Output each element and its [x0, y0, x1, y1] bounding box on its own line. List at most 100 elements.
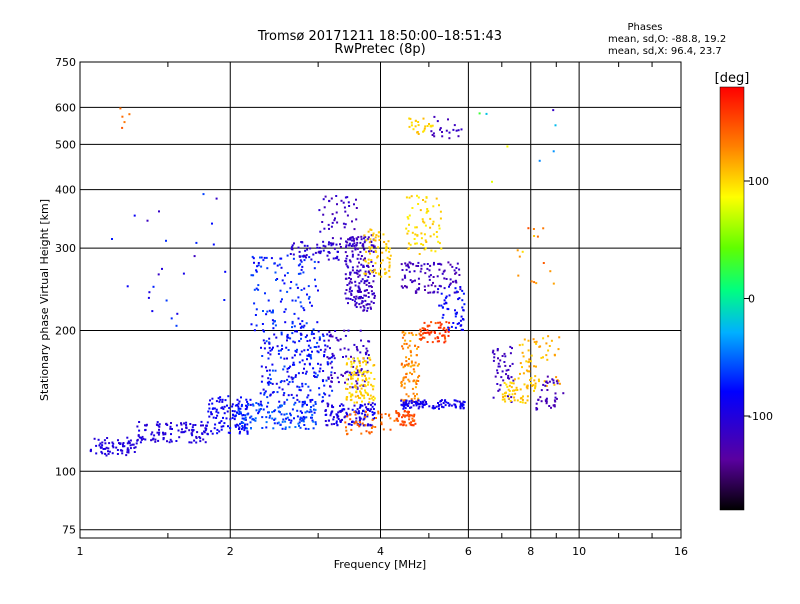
data-point	[106, 437, 109, 439]
data-point	[255, 324, 258, 327]
data-point	[370, 234, 373, 237]
data-point	[219, 398, 222, 401]
data-point	[303, 287, 306, 290]
data-point	[344, 251, 347, 254]
data-point	[381, 251, 384, 254]
data-point	[261, 355, 264, 357]
data-point	[414, 381, 417, 384]
data-point	[388, 266, 391, 269]
data-point	[387, 240, 390, 243]
data-point	[139, 441, 142, 444]
data-point	[333, 219, 336, 222]
data-point	[273, 410, 276, 413]
data-point	[233, 418, 236, 421]
data-point	[291, 248, 294, 251]
data-point	[182, 272, 185, 275]
data-point	[219, 396, 222, 399]
data-point	[409, 406, 411, 409]
data-point	[290, 376, 293, 379]
data-point	[374, 262, 377, 265]
data-point	[337, 418, 340, 420]
data-point	[100, 446, 103, 449]
data-point	[243, 425, 246, 428]
data-point	[318, 246, 321, 249]
data-point	[345, 297, 348, 300]
data-point	[356, 386, 359, 389]
data-point	[372, 302, 375, 304]
data-point	[372, 385, 375, 388]
data-point	[358, 412, 361, 415]
data-point	[272, 327, 275, 330]
data-point	[273, 418, 276, 421]
data-point	[449, 263, 452, 266]
data-point	[312, 427, 315, 430]
data-point	[402, 399, 405, 402]
colorbar	[719, 86, 745, 511]
data-point	[378, 239, 381, 241]
data-point	[115, 446, 118, 449]
data-point	[421, 327, 424, 330]
data-point	[262, 310, 264, 312]
data-point	[426, 324, 429, 327]
data-point	[305, 254, 308, 257]
data-point	[101, 452, 104, 455]
data-point	[240, 421, 243, 423]
data-point	[408, 400, 411, 403]
data-point	[363, 241, 366, 244]
data-point	[557, 348, 560, 351]
data-point	[176, 312, 179, 315]
x-axis-label: Frequency [MHz]	[334, 558, 426, 571]
data-point	[322, 240, 325, 243]
data-point	[372, 232, 375, 235]
data-point	[299, 353, 302, 356]
data-point	[323, 392, 325, 395]
data-point	[407, 402, 410, 405]
data-point	[284, 274, 286, 277]
data-point	[316, 341, 319, 344]
data-point	[504, 391, 507, 394]
data-point	[324, 393, 327, 396]
data-point	[371, 293, 374, 296]
data-point	[316, 243, 319, 246]
data-point	[366, 408, 369, 410]
data-point	[322, 244, 325, 247]
data-point	[314, 403, 317, 405]
data-point	[369, 358, 372, 361]
data-point	[315, 376, 318, 379]
data-point	[413, 238, 416, 240]
data-point	[158, 425, 161, 428]
data-point	[461, 405, 464, 408]
data-point	[354, 300, 356, 303]
data-point	[411, 373, 413, 376]
data-point	[370, 229, 373, 231]
data-point	[383, 268, 386, 271]
data-point	[401, 345, 404, 348]
data-point	[443, 287, 446, 290]
data-point	[535, 365, 537, 368]
data-point	[361, 400, 363, 403]
data-point	[436, 340, 439, 343]
data-point	[407, 230, 410, 233]
data-point	[251, 418, 254, 421]
data-point	[224, 399, 227, 402]
data-point	[326, 405, 329, 408]
data-point	[509, 381, 512, 384]
data-point	[318, 370, 321, 373]
data-point	[246, 413, 249, 416]
data-point	[534, 387, 536, 390]
data-point	[326, 362, 329, 365]
data-point	[443, 399, 446, 402]
data-point	[519, 401, 522, 403]
data-point	[405, 342, 408, 345]
data-point	[104, 442, 107, 445]
data-point	[367, 423, 370, 426]
data-point	[368, 272, 371, 275]
x-tick-label: 10	[572, 545, 586, 558]
data-point	[353, 370, 356, 373]
data-point	[102, 448, 105, 450]
data-point	[336, 203, 338, 206]
data-point	[90, 448, 92, 451]
data-point	[358, 416, 361, 419]
data-point	[354, 384, 357, 387]
data-point	[443, 341, 446, 344]
